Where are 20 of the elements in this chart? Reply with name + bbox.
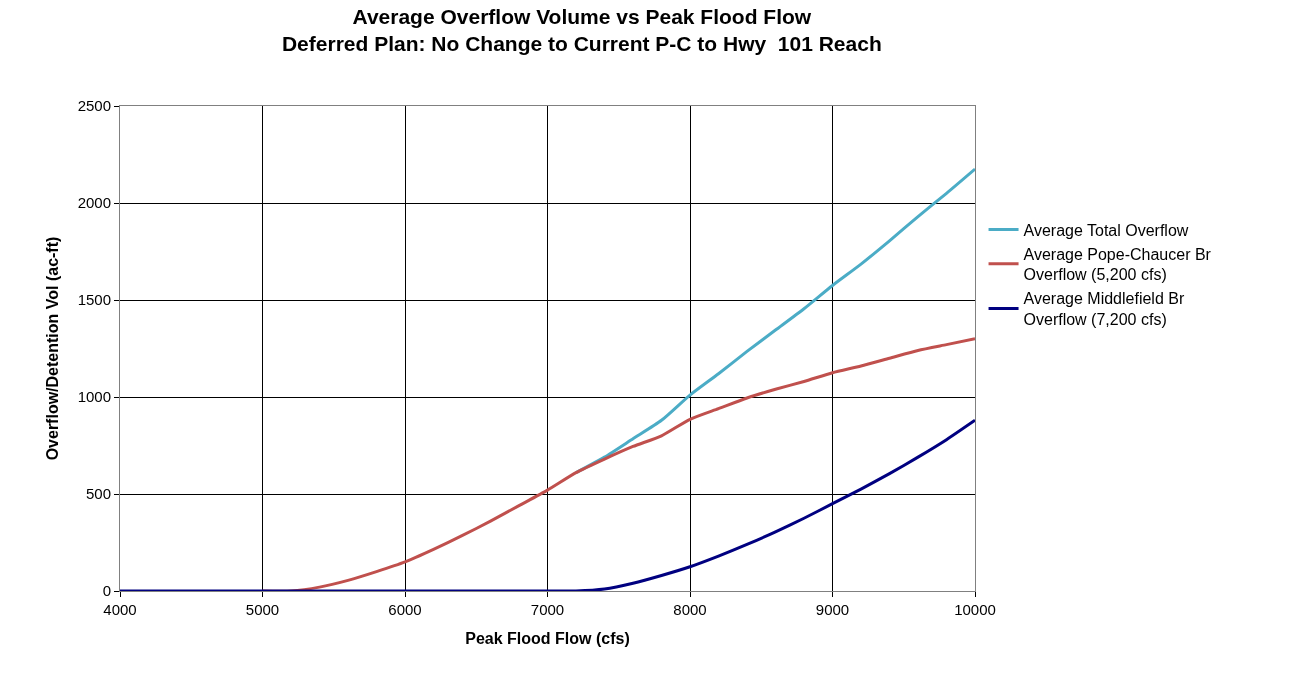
x-tick-label: 6000 xyxy=(388,601,422,618)
y-tick-label: 0 xyxy=(102,582,111,600)
x-tick-label: 5000 xyxy=(245,601,280,618)
y-tick-label: 2000 xyxy=(77,194,111,212)
x-axis-title: Peak Flood Flow (cfs) xyxy=(465,629,630,647)
chart-title: Average Overflow Volume vs Peak Flood Flow xyxy=(352,5,812,29)
y-tick-label: 1000 xyxy=(77,388,111,406)
y-tick-label: 2500 xyxy=(77,97,111,115)
x-tick-label: 7000 xyxy=(530,601,565,618)
x-tick-label: 4000 xyxy=(103,601,137,618)
x-tick-label: 9000 xyxy=(815,601,850,618)
y-tick-label: 1500 xyxy=(77,291,111,309)
chart-subtitle: Deferred Plan: No Change to Current P-C to Hwy 101 Reach xyxy=(281,32,882,56)
x-tick-label: 10000 xyxy=(954,601,996,618)
x-tick-label: 8000 xyxy=(673,601,707,618)
legend-label: Average Total Overflow xyxy=(1023,221,1189,239)
legend-label: Average Pope-Chaucer Br Overflow (5,200 cfs) xyxy=(1023,245,1212,284)
y-tick-label: 500 xyxy=(85,485,111,503)
y-axis-title: Overflow/Detention Vol (ac-ft) xyxy=(43,236,61,461)
legend-label: Average Middlefield Br Overflow (7,200 cfs) xyxy=(1023,290,1185,329)
